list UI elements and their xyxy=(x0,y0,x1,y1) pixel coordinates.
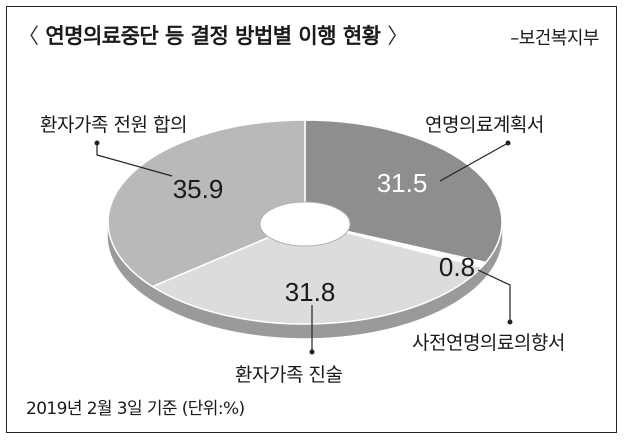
footnote: 2019년 2월 3일 기준 (단위:%) xyxy=(26,399,245,419)
leader-advance-directive xyxy=(477,269,511,322)
value-label-advance-directive: 0.8 xyxy=(439,252,475,282)
slice-label-family-consensus: 환자가족 전원 합의 xyxy=(40,114,187,136)
leader-advance-directive-dot xyxy=(507,319,513,325)
title-bracket-open: 〈 xyxy=(18,24,39,48)
leader-care-plan-dot xyxy=(505,140,511,146)
title-text: 연명의료중단 등 결정 방법별 이행 현황 xyxy=(45,24,381,48)
slice-label-family-statement: 환자가족 진술 xyxy=(235,364,343,386)
leader-care-plan xyxy=(439,142,509,182)
title-bracket-close: 〉 xyxy=(387,24,408,48)
value-label-family-statement: 31.8 xyxy=(285,277,336,307)
slice-care-plan xyxy=(304,119,503,264)
slice-family-statement xyxy=(150,221,484,325)
leader-family-consensus-dot xyxy=(94,140,100,146)
slice-label-care-plan: 연명의료계획서 xyxy=(425,114,544,136)
value-label-care-plan: 31.5 xyxy=(377,168,428,198)
slice-family-consensus xyxy=(107,119,306,288)
source-label: –보건복지부 xyxy=(510,28,599,49)
leader-family-statement-dot xyxy=(309,349,315,355)
slice-label-advance-directive: 사전연명의료의향서 xyxy=(412,332,565,354)
chart-title: 〈 연명의료중단 등 결정 방법별 이행 현황 〉 xyxy=(18,20,408,50)
value-label-family-consensus: 35.9 xyxy=(173,174,224,204)
leader-family-consensus xyxy=(96,143,173,177)
donut-hole xyxy=(259,201,351,247)
chart-frame xyxy=(6,6,617,433)
